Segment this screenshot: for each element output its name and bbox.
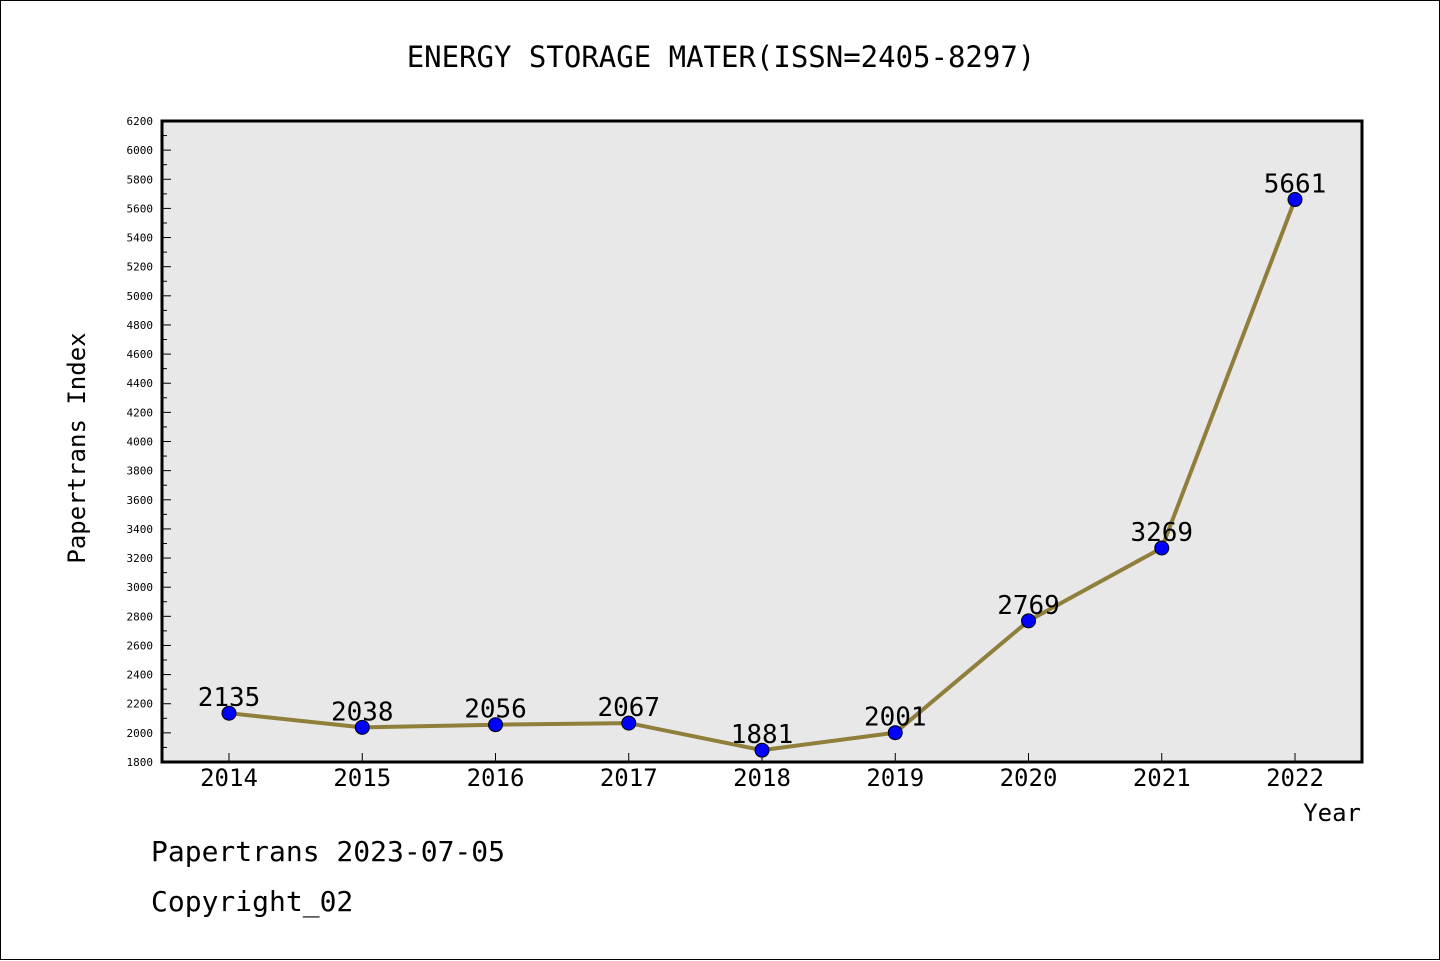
y-tick-label: 3400 [127, 523, 154, 536]
y-tick-label: 5200 [127, 261, 154, 274]
y-tick-label: 2600 [127, 639, 154, 652]
y-tick-label: 3800 [127, 465, 154, 478]
y-tick-label: 1800 [127, 756, 154, 769]
y-tick-label: 4200 [127, 406, 154, 419]
y-tick-label: 5600 [127, 202, 154, 215]
y-tick-label: 3000 [127, 581, 154, 594]
x-tick-label: 2019 [866, 764, 924, 792]
y-tick-label: 2400 [127, 669, 154, 682]
x-axis-label: Year [1303, 799, 1361, 827]
y-tick-label: 4600 [127, 348, 154, 361]
data-point [754, 742, 770, 758]
plot-border [160, 119, 1364, 764]
y-tick-label: 3600 [127, 494, 154, 507]
data-point [488, 717, 503, 733]
data-label: 2001 [864, 703, 927, 733]
footer-copyright-text: Copyright_02 [151, 885, 354, 918]
data-label: 2769 [997, 591, 1060, 621]
y-tick-label: 3200 [127, 552, 154, 565]
chart-title: ENERGY STORAGE MATER(ISSN=2405-8297) [407, 40, 1036, 74]
x-tick-label: 2017 [600, 764, 658, 792]
data-point [1287, 192, 1303, 208]
y-tick-label: 4400 [127, 377, 154, 390]
data-label: 2056 [464, 695, 527, 725]
y-tick-label: 2200 [127, 698, 154, 711]
x-tick-label: 2016 [467, 764, 525, 792]
plot-area [162, 121, 1362, 762]
x-tick-label: 2014 [200, 764, 258, 792]
data-point [354, 719, 370, 735]
x-tick-label: 2021 [1133, 764, 1191, 792]
data-label: 5661 [1264, 170, 1327, 200]
y-axis-label: Papertrans Index [63, 332, 91, 563]
y-tick-label: 4800 [127, 319, 154, 332]
x-tick-label: 2022 [1266, 764, 1324, 792]
data-point [621, 715, 637, 731]
footer-date-text: Papertrans 2023-07-05 [151, 835, 506, 868]
y-tick-label: 4000 [127, 436, 154, 449]
data-point [1021, 613, 1036, 629]
data-label: 2135 [198, 683, 261, 713]
data-label: 2038 [331, 697, 394, 727]
x-axis: 2014 2015 2016 2017 2018 2019 2020 2021 2022 [200, 753, 1324, 792]
y-tick-label: 5000 [127, 290, 154, 303]
y-axis: 1800 2000 2200 2400 2600 2800 3000 3200 3400 3600… [127, 115, 171, 769]
y-tick-label: 6000 [127, 144, 154, 157]
series-group: 2135 2038 2056 2067 1881 2001 2769 3269 5661 [198, 170, 1327, 758]
data-point [887, 725, 903, 741]
y-tick-label: 5800 [127, 173, 154, 186]
data-label: 2067 [597, 693, 660, 723]
x-tick-label: 2018 [733, 764, 791, 792]
y-tick-label: 2800 [127, 610, 154, 623]
data-point [221, 705, 237, 721]
x-tick-label: 2015 [333, 764, 391, 792]
y-tick-label: 5400 [127, 232, 154, 245]
data-label: 1881 [731, 720, 794, 750]
x-tick-label: 2020 [1000, 764, 1058, 792]
data-point [1154, 540, 1170, 556]
y-tick-label: 2000 [127, 727, 154, 740]
y-tick-label: 6200 [127, 115, 154, 128]
data-label: 3269 [1130, 518, 1193, 548]
